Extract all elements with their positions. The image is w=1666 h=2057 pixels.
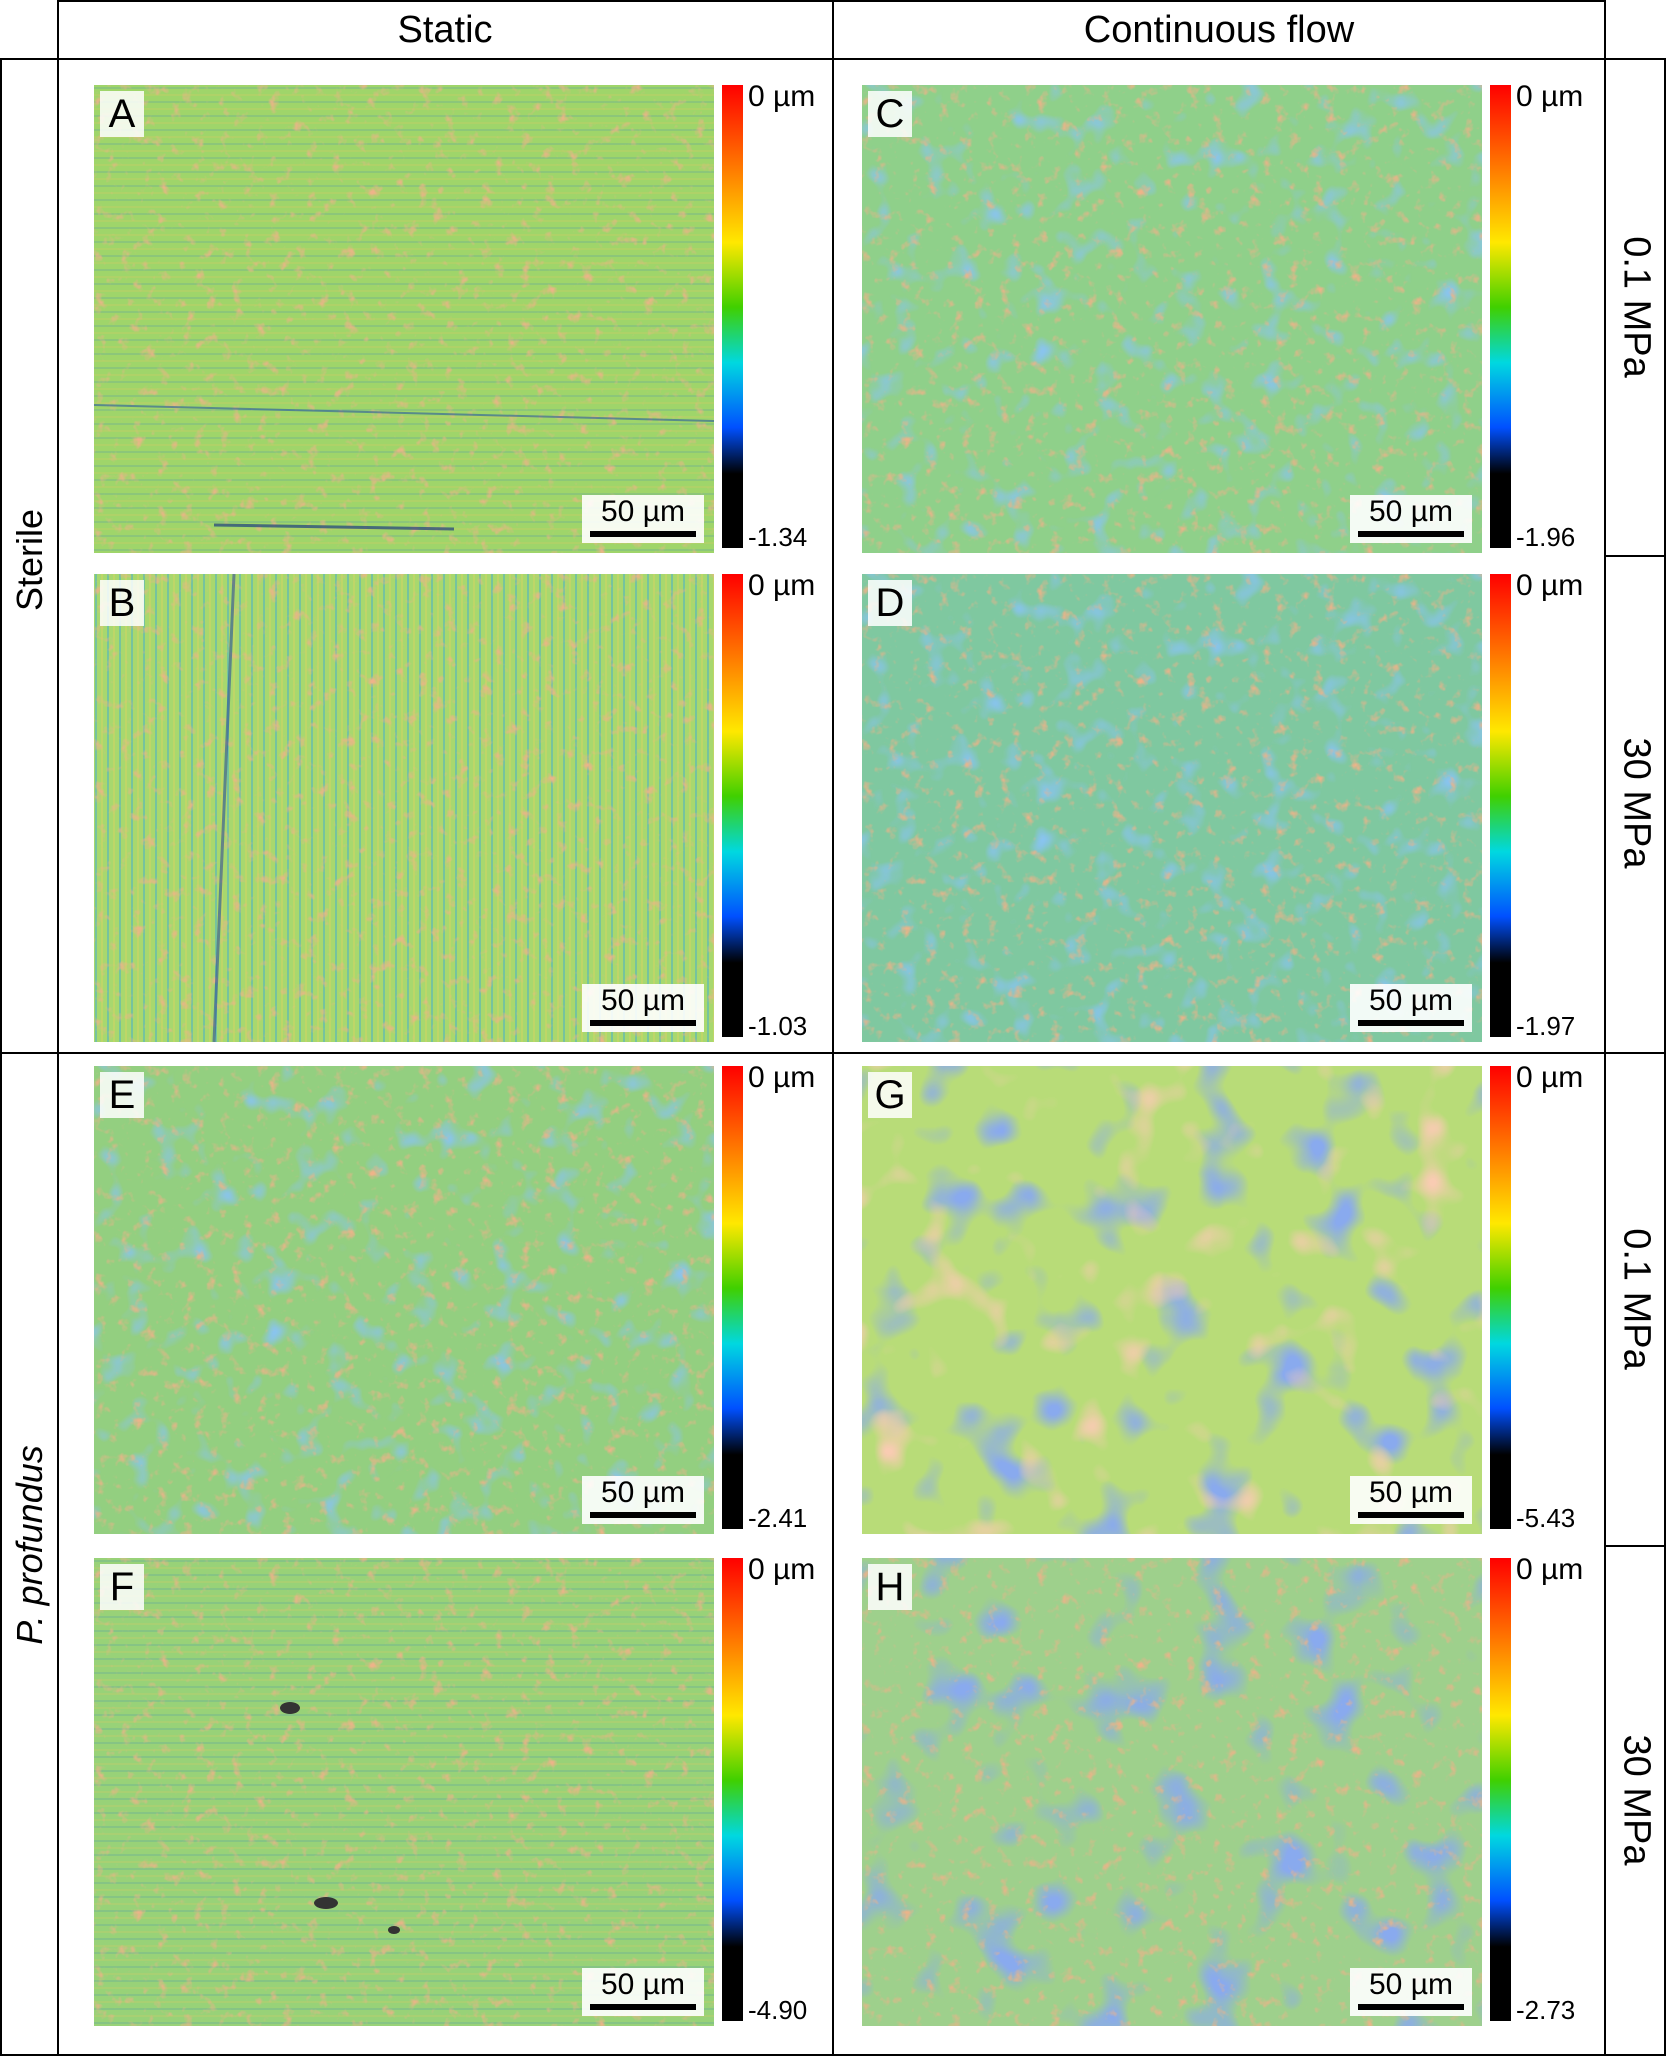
grid-line: [1604, 555, 1666, 557]
colorbar: [1490, 574, 1511, 1037]
panel-letter: G: [868, 1072, 912, 1118]
surface-texture: [94, 85, 714, 553]
scale-bar: 50 µm: [1350, 984, 1472, 1032]
grid-line: [57, 0, 1604, 2]
colorbar-min-label: -5.43: [1516, 1503, 1576, 1533]
micrograph-panel-b: B 50 µm: [94, 574, 714, 1042]
micrograph-panel-g: G 50 µm: [862, 1066, 1482, 1534]
panel-letter: C: [868, 91, 912, 137]
colorbar-min-label: -1.97: [1516, 1011, 1576, 1041]
scale-bar-line: [1358, 1020, 1464, 1026]
grid-line: [1604, 0, 1606, 2056]
scale-label: 50 µm: [1369, 495, 1453, 528]
surface-texture: [862, 85, 1482, 553]
colorbar: [1490, 85, 1511, 548]
micrograph-panel-e: E 50 µm: [94, 1066, 714, 1534]
panel-letter: B: [100, 580, 144, 626]
row-label-sterile: Sterile: [9, 508, 50, 612]
colorbar-max-label: 0 µm: [748, 1061, 816, 1094]
scale-bar: 50 µm: [1350, 1968, 1472, 2016]
grid-line: [832, 0, 834, 2056]
colorbar-max-label: 0 µm: [1516, 569, 1584, 602]
pressure-label: 0.1 MPa: [1615, 236, 1658, 378]
colorbar-max-label: 0 µm: [1516, 80, 1584, 113]
colorbar-max-label: 0 µm: [748, 80, 816, 113]
grid-line: [0, 58, 2, 2056]
pressure-label: 0.1 MPa: [1615, 1228, 1658, 1370]
scale-label: 50 µm: [601, 1968, 685, 2001]
row-label-profundus: P. profundus: [9, 1445, 50, 1645]
colorbar: [1490, 1558, 1511, 2021]
colorbar-max-label: 0 µm: [748, 569, 816, 602]
scale-bar: 50 µm: [1350, 1476, 1472, 1524]
scale-bar-line: [590, 1512, 696, 1518]
scale-bar: 50 µm: [1350, 495, 1472, 543]
scale-bar-line: [1358, 531, 1464, 537]
scale-label: 50 µm: [1369, 1476, 1453, 1509]
micrograph-panel-a: A 50 µm: [94, 85, 714, 553]
colorbar-min-label: -1.96: [1516, 522, 1576, 552]
grid-line: [57, 0, 59, 2056]
scale-bar: 50 µm: [582, 984, 704, 1032]
surface-texture: [94, 1558, 714, 2026]
panel-letter: H: [868, 1564, 912, 1610]
scale-label: 50 µm: [601, 984, 685, 1017]
surface-texture: [862, 1066, 1482, 1534]
grid-line: [1604, 1545, 1666, 1547]
colorbar-min-label: -1.34: [748, 522, 808, 552]
scale-bar-line: [590, 1020, 696, 1026]
scale-bar: 50 µm: [582, 495, 704, 543]
surface-texture: [862, 574, 1482, 1042]
scale-bar-line: [590, 531, 696, 537]
column-header-flow: Continuous flow: [1083, 9, 1355, 51]
colorbar-max-label: 0 µm: [748, 1553, 816, 1586]
panel-letter: F: [100, 1564, 144, 1610]
colorbar-min-label: -4.90: [748, 1995, 808, 2025]
micrograph-panel-f: F 50 µm: [94, 1558, 714, 2026]
micrograph-panel-d: D 50 µm: [862, 574, 1482, 1042]
surface-texture: [862, 1558, 1482, 2026]
pressure-label: 30 MPa: [1615, 1734, 1658, 1866]
scale-label: 50 µm: [1369, 1968, 1453, 2001]
scale-bar: 50 µm: [582, 1476, 704, 1524]
column-header-static: Static: [397, 9, 493, 51]
colorbar-max-label: 0 µm: [1516, 1061, 1584, 1094]
scale-bar-line: [1358, 1512, 1464, 1518]
grid-line: [1664, 58, 1666, 2056]
colorbar: [722, 1066, 743, 1529]
colorbar-min-label: -2.73: [1516, 1995, 1576, 2025]
panel-letter: A: [100, 91, 144, 137]
panel-letter: D: [868, 580, 912, 626]
micrograph-panel-h: H 50 µm: [862, 1558, 1482, 2026]
scale-label: 50 µm: [1369, 984, 1453, 1017]
scale-label: 50 µm: [601, 1476, 685, 1509]
panel-letter: E: [100, 1072, 144, 1118]
colorbar-max-label: 0 µm: [1516, 1553, 1584, 1586]
colorbar: [722, 1558, 743, 2021]
micrograph-panel-c: C 50 µm: [862, 85, 1482, 553]
colorbar: [722, 85, 743, 548]
scale-bar-line: [590, 2004, 696, 2010]
surface-texture: [94, 1066, 714, 1534]
colorbar-min-label: -2.41: [748, 1503, 808, 1533]
scale-label: 50 µm: [601, 495, 685, 528]
pressure-label: 30 MPa: [1615, 737, 1658, 869]
scale-bar-line: [1358, 2004, 1464, 2010]
surface-texture: [94, 574, 714, 1042]
colorbar-min-label: -1.03: [748, 1011, 808, 1041]
colorbar: [722, 574, 743, 1037]
scale-bar: 50 µm: [582, 1968, 704, 2016]
colorbar: [1490, 1066, 1511, 1529]
